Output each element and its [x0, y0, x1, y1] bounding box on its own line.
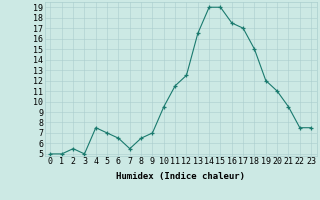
X-axis label: Humidex (Indice chaleur): Humidex (Indice chaleur)	[116, 172, 245, 181]
